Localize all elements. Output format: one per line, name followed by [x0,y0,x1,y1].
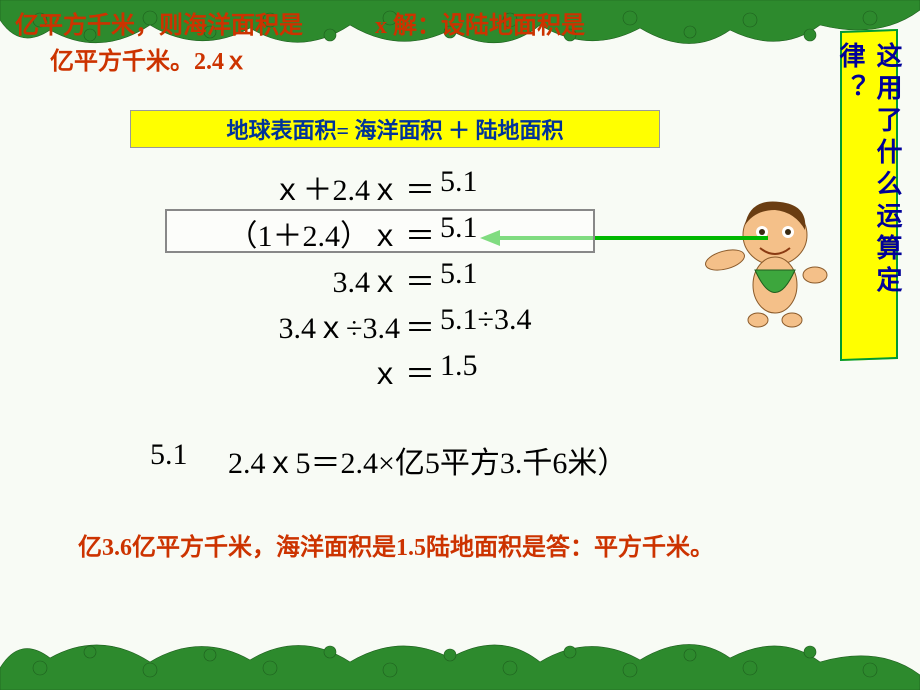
eq-left: 3.4ｘ [333,257,401,301]
formula-text: 地球表面积= 海洋面积 ＋ 陆地面积 [226,113,563,145]
problem-line-1: 亿平方千米，则海洋面积是 x 解：设陆地面积是 [15,8,655,44]
eq-right: 5.1 [440,165,478,199]
leaves-bottom-decoration [0,620,920,690]
eq-equals: ＝ [405,257,435,301]
eq-equals: ＝ [405,349,435,393]
eq-equals: ＝ [405,165,435,209]
eq-equals: ＝ [405,303,435,347]
eq-left: ｘ＋2.4ｘ [273,165,401,209]
eq-left: 3.4ｘ÷3.4 [279,303,400,347]
eq-right: 5.1 [440,211,478,245]
equation-block: ｘ＋2.4ｘ ＝ 5.1 （1＋2.4）ｘ ＝ 5.1 3.4ｘ ＝ 5.1 3… [140,165,660,395]
eq-left: ｘ [370,349,400,393]
equation-row: ｘ＋2.4ｘ ＝ 5.1 [140,165,660,211]
overlap-b: 2.4ｘ5＝2.4×亿5平方3.千6米） [228,438,627,482]
cartoon-character [700,190,830,330]
equation-row: （1＋2.4）ｘ ＝ 5.1 [140,211,660,257]
equation-row: 3.4ｘ ＝ 5.1 [140,257,660,303]
answer-text: 亿3.6亿平方千米，海洋面积是1.5陆地面积是答：平方千米。 [78,530,718,566]
overlap-line: 5.1 2.4ｘ5＝2.4×亿5平方3.千6米） [150,438,790,478]
bubble-text: 这用了什么运算定律？ [832,42,906,348]
equation-row: ｘ ＝ 1.5 [140,349,660,395]
eq-right: 5.1÷3.4 [440,303,531,337]
problem-line-2: 亿平方千米。2.4ｘ [50,44,248,80]
equation-row: 3.4ｘ÷3.4 ＝ 5.1÷3.4 [140,303,660,349]
eq-right: 1.5 [440,349,478,383]
eq-right: 5.1 [440,257,478,291]
formula-banner: 地球表面积= 海洋面积 ＋ 陆地面积 [130,110,660,148]
eq-equals: ＝ [405,211,435,255]
overlap-a: 5.1 [150,438,188,472]
eq-left: （1＋2.4）ｘ [228,211,401,255]
speech-bubble: 这用了什么运算定律？ [840,29,898,361]
